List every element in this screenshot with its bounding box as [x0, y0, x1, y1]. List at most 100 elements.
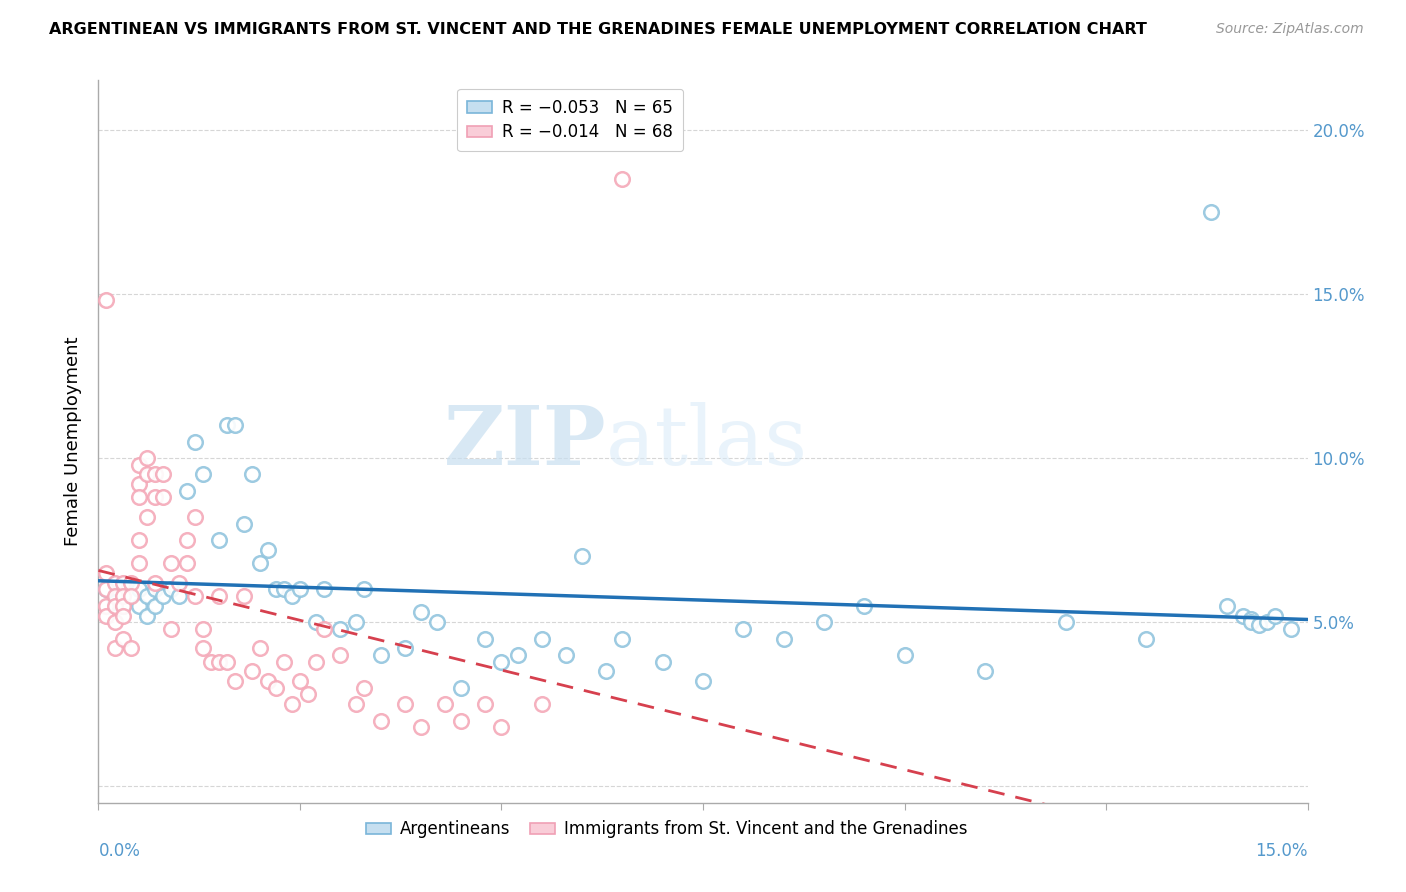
- Point: [595, 665, 617, 679]
- Point: [288, 674, 311, 689]
- Point: [96, 582, 118, 597]
- Point: [224, 418, 246, 433]
- Point: [1216, 599, 1239, 613]
- Point: [474, 632, 496, 646]
- Y-axis label: Female Unemployment: Female Unemployment: [65, 337, 83, 546]
- Point: [167, 589, 190, 603]
- Point: [128, 533, 150, 547]
- Text: ARGENTINEAN VS IMMIGRANTS FROM ST. VINCENT AND THE GRENADINES FEMALE UNEMPLOYMEN: ARGENTINEAN VS IMMIGRANTS FROM ST. VINCE…: [49, 22, 1147, 37]
- Point: [491, 720, 513, 734]
- Point: [224, 674, 246, 689]
- Point: [530, 632, 553, 646]
- Point: [409, 720, 432, 734]
- Point: [692, 674, 714, 689]
- Point: [111, 599, 134, 613]
- Point: [273, 582, 295, 597]
- Point: [344, 698, 367, 712]
- Point: [434, 698, 457, 712]
- Point: [370, 714, 392, 728]
- Point: [256, 542, 278, 557]
- Point: [143, 575, 166, 590]
- Point: [103, 615, 125, 630]
- Point: [974, 665, 997, 679]
- Point: [530, 698, 553, 712]
- Point: [135, 450, 157, 465]
- Point: [160, 622, 183, 636]
- Point: [143, 467, 166, 482]
- Point: [555, 648, 578, 662]
- Point: [1281, 622, 1303, 636]
- Point: [111, 589, 134, 603]
- Point: [152, 467, 174, 482]
- Point: [281, 589, 304, 603]
- Point: [240, 665, 263, 679]
- Point: [297, 687, 319, 701]
- Point: [96, 566, 118, 580]
- Point: [176, 556, 198, 570]
- Point: [450, 714, 472, 728]
- Point: [208, 655, 231, 669]
- Point: [772, 632, 794, 646]
- Point: [733, 622, 755, 636]
- Point: [288, 582, 311, 597]
- Point: [193, 622, 215, 636]
- Point: [264, 681, 287, 695]
- Point: [103, 641, 125, 656]
- Point: [160, 582, 183, 597]
- Point: [208, 589, 231, 603]
- Point: [120, 641, 142, 656]
- Text: atlas: atlas: [606, 401, 808, 482]
- Point: [273, 655, 295, 669]
- Point: [240, 467, 263, 482]
- Point: [474, 698, 496, 712]
- Point: [1240, 615, 1263, 630]
- Text: Source: ZipAtlas.com: Source: ZipAtlas.com: [1216, 22, 1364, 37]
- Point: [329, 622, 352, 636]
- Text: 15.0%: 15.0%: [1256, 842, 1308, 860]
- Point: [120, 575, 142, 590]
- Point: [96, 599, 118, 613]
- Point: [353, 582, 375, 597]
- Point: [111, 582, 134, 597]
- Point: [217, 418, 239, 433]
- Point: [264, 582, 287, 597]
- Point: [184, 434, 207, 449]
- Point: [409, 605, 432, 619]
- Point: [305, 655, 328, 669]
- Point: [249, 641, 271, 656]
- Point: [314, 622, 336, 636]
- Point: [103, 595, 125, 609]
- Point: [394, 641, 416, 656]
- Point: [370, 648, 392, 662]
- Point: [184, 589, 207, 603]
- Point: [128, 582, 150, 597]
- Point: [152, 491, 174, 505]
- Point: [1232, 608, 1254, 623]
- Point: [176, 533, 198, 547]
- Point: [193, 467, 215, 482]
- Point: [217, 655, 239, 669]
- Point: [152, 589, 174, 603]
- Point: [571, 549, 593, 564]
- Point: [128, 556, 150, 570]
- Point: [184, 510, 207, 524]
- Point: [135, 608, 157, 623]
- Point: [135, 510, 157, 524]
- Point: [1240, 612, 1263, 626]
- Point: [193, 641, 215, 656]
- Point: [232, 516, 254, 531]
- Point: [111, 599, 134, 613]
- Point: [143, 599, 166, 613]
- Point: [143, 491, 166, 505]
- Point: [329, 648, 352, 662]
- Point: [128, 458, 150, 472]
- Point: [353, 681, 375, 695]
- Point: [1135, 632, 1157, 646]
- Point: [1054, 615, 1077, 630]
- Point: [394, 698, 416, 712]
- Legend: Argentineans, Immigrants from St. Vincent and the Grenadines: Argentineans, Immigrants from St. Vincen…: [360, 814, 974, 845]
- Point: [135, 589, 157, 603]
- Point: [167, 575, 190, 590]
- Point: [1199, 204, 1222, 219]
- Point: [305, 615, 328, 630]
